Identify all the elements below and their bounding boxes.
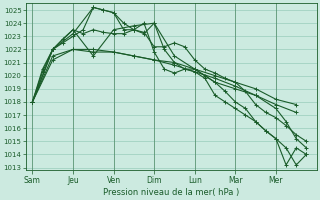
X-axis label: Pression niveau de la mer( hPa ): Pression niveau de la mer( hPa ) [103,188,239,197]
